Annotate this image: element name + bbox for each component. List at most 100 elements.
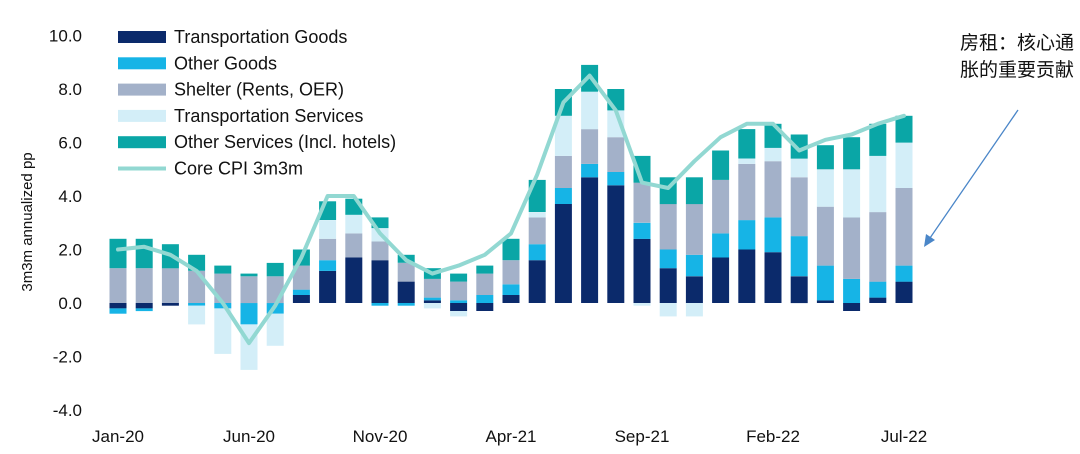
bar-segment-3	[476, 273, 494, 295]
bar-segment-5	[790, 134, 808, 159]
bar-segment-2	[685, 254, 703, 277]
bar-segment-4	[816, 169, 834, 207]
bar-segment-1	[738, 249, 756, 303]
bar-segment-1	[843, 303, 861, 311]
bar-segment-3	[843, 217, 861, 279]
bar-segment-2	[109, 308, 127, 314]
bar-segment-5	[738, 129, 756, 159]
bar-segment-1	[371, 260, 389, 303]
bar-segment-5	[371, 217, 389, 229]
bar-segment-1	[528, 260, 546, 303]
bar-segment-4	[266, 313, 284, 346]
bar-segment-1	[790, 276, 808, 304]
legend-label: Core CPI 3m3m	[174, 159, 303, 179]
y-tick-label: 8.0	[58, 80, 82, 99]
bar-segment-1	[476, 303, 494, 311]
bar-segment-2	[816, 265, 834, 301]
y-tick-label: 0.0	[58, 294, 82, 313]
bar-segment-5	[240, 273, 258, 277]
bar-segment-3	[633, 182, 651, 223]
y-tick-label: -2.0	[53, 348, 82, 367]
bar-segment-1	[869, 297, 887, 303]
bar-segment-1	[659, 268, 677, 303]
x-tick-label: Sep-21	[615, 427, 670, 446]
bar-segment-3	[790, 177, 808, 237]
bar-segment-4	[659, 303, 677, 317]
bar-segment-5	[869, 123, 887, 156]
bar-segment-1	[292, 295, 310, 303]
bar-segment-3	[292, 265, 310, 290]
bar-segment-3	[659, 204, 677, 250]
y-axis: 10.0 8.0 6.0 4.0 2.0 0.0 -2.0 -4.0	[49, 27, 82, 421]
bar-segment-2	[633, 222, 651, 239]
bar-segment-4	[633, 303, 651, 306]
bar-segment-4	[869, 155, 887, 213]
legend-swatch	[118, 109, 166, 122]
bar-segment-4	[790, 158, 808, 178]
bar-segment-3	[869, 212, 887, 282]
bar-segment-5	[476, 265, 494, 274]
x-tick-label: Apr-21	[485, 427, 536, 446]
bar-segment-4	[764, 147, 782, 162]
bar-segment-2	[895, 265, 913, 282]
legend-swatch	[118, 83, 166, 96]
legend-label: Transportation Services	[174, 106, 363, 126]
bar-segment-5	[843, 137, 861, 170]
bar-segment-5	[685, 177, 703, 205]
bar-segment-4	[319, 220, 337, 239]
legend-label: Transportation Goods	[174, 27, 347, 47]
bar-segment-3	[607, 137, 625, 172]
legend-label: Other Goods	[174, 53, 277, 73]
bar-segment-1	[423, 300, 441, 303]
y-tick-label: -4.0	[53, 401, 82, 420]
bar-segment-2	[659, 249, 677, 269]
bar-segment-2	[843, 278, 861, 303]
bar-segment-3	[450, 281, 468, 301]
bar-segment-3	[397, 262, 415, 282]
annotation-arrow	[924, 109, 1019, 247]
x-tick-label: Jan-20	[92, 427, 144, 446]
legend-swatch	[118, 31, 166, 43]
bar-segment-3	[816, 206, 834, 266]
bar-segment-2	[188, 303, 206, 306]
bar-segment-3	[895, 188, 913, 266]
x-tick-label: Feb-22	[746, 427, 800, 446]
legend: Transportation Goods Other Goods Shelter (…	[118, 27, 396, 179]
bar-segment-3	[240, 276, 258, 304]
bar-segment-1	[502, 295, 520, 303]
bar-segment-5	[450, 273, 468, 282]
bar-segment-2	[476, 295, 494, 303]
bar-segment-5	[816, 145, 834, 170]
bar-segment-4	[685, 303, 703, 317]
bar-segment-5	[266, 262, 284, 277]
bar-segment-2	[607, 171, 625, 186]
bar-segment-5	[135, 238, 153, 269]
bar-segment-4	[214, 308, 232, 354]
core-cpi-line	[116, 73, 906, 346]
bar-segment-2	[292, 289, 310, 295]
bar-segment-2	[712, 233, 730, 258]
bar-segment-1	[161, 303, 179, 306]
bar-segment-4	[345, 214, 363, 234]
bar-segment-1	[135, 303, 153, 309]
bar-segment-2	[869, 281, 887, 298]
x-tick-label: Nov-20	[353, 427, 408, 446]
bar-segment-3	[319, 238, 337, 261]
bar-segment-4	[895, 142, 913, 188]
bar-segment-3	[423, 278, 441, 298]
bar-segment-4	[738, 158, 756, 164]
bar-segment-2	[319, 260, 337, 271]
bar-segment-2	[397, 303, 415, 306]
bar-segment-2	[790, 236, 808, 277]
bar-segment-1	[764, 252, 782, 303]
legend-swatch	[118, 57, 166, 70]
bar-segment-1	[816, 300, 834, 303]
bar-segment-1	[895, 281, 913, 303]
bar-segment-2	[371, 303, 389, 306]
bar-segment-3	[345, 233, 363, 258]
bar-segment-2	[423, 297, 441, 301]
bar-segment-4	[554, 115, 572, 156]
bar-segment-4	[188, 305, 206, 325]
bar-segment-5	[214, 265, 232, 274]
bar-segment-1	[607, 185, 625, 303]
